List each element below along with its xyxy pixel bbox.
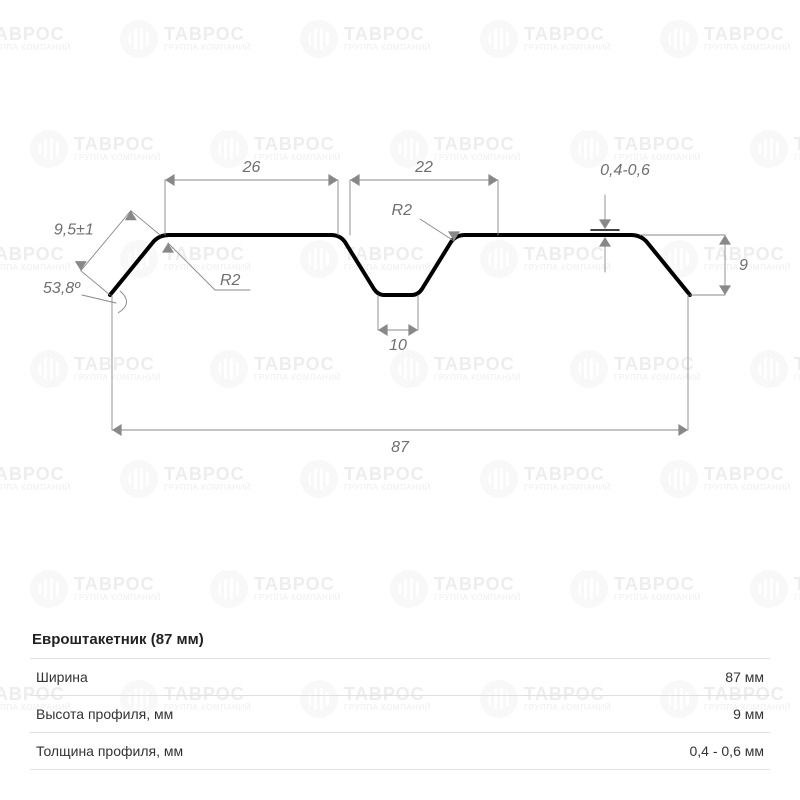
specs-title: Евроштакетник (87 мм) — [32, 631, 770, 648]
svg-text:22: 22 — [414, 159, 433, 176]
svg-text:R2: R2 — [220, 272, 241, 289]
svg-text:87: 87 — [391, 439, 410, 456]
specs-table: Ширина87 ммВысота профиля, мм9 ммТолщина… — [30, 658, 770, 770]
spec-value: 0,4 - 0,6 мм — [509, 733, 770, 770]
spec-label: Высота профиля, мм — [30, 696, 509, 733]
profile-diagram: 26 22 10 87 9 0,4-0,6 9,5±1 53,8º R2 R2 — [0, 0, 800, 540]
table-row: Ширина87 мм — [30, 659, 770, 696]
svg-text:26: 26 — [242, 159, 261, 176]
spec-value: 9 мм — [509, 696, 770, 733]
svg-text:9: 9 — [739, 257, 748, 274]
spec-label: Толщина профиля, мм — [30, 733, 509, 770]
table-row: Высота профиля, мм9 мм — [30, 696, 770, 733]
svg-text:10: 10 — [389, 337, 407, 354]
svg-text:53,8º: 53,8º — [43, 280, 81, 297]
specs-block: Евроштакетник (87 мм) Ширина87 ммВысота … — [0, 631, 800, 800]
svg-text:0,4-0,6: 0,4-0,6 — [600, 162, 650, 179]
svg-text:9,5±1: 9,5±1 — [54, 222, 94, 239]
svg-text:R2: R2 — [392, 202, 413, 219]
table-row: Толщина профиля, мм0,4 - 0,6 мм — [30, 733, 770, 770]
spec-value: 87 мм — [509, 659, 770, 696]
spec-label: Ширина — [30, 659, 509, 696]
